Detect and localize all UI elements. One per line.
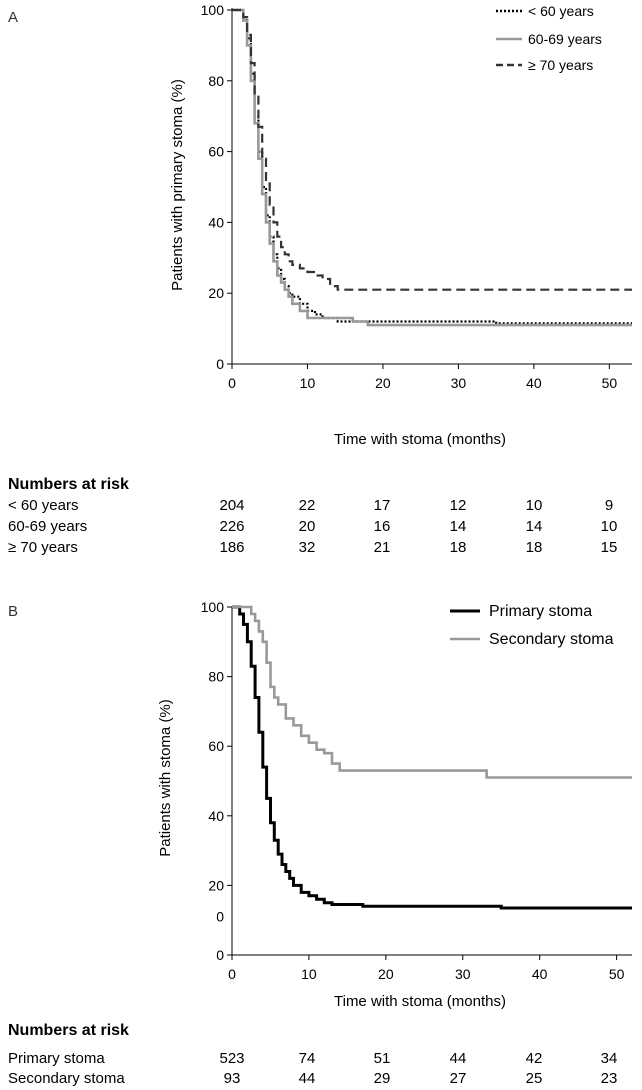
risk-table-b: Numbers at risk Primary stoma 523 74 51 44 42 3… — [8, 1022, 617, 1087]
y-tick-label: 80 — [208, 669, 224, 685]
panel-a: A 0 20 40 60 80 100 0 10 20 30 40 50 Time with stoma … — [8, 2, 632, 448]
series-line-2 — [232, 605, 632, 779]
x-axis-label: Time with stoma (months) — [334, 993, 506, 1010]
risk-value: 93 — [224, 1070, 241, 1087]
x-tick-label: 10 — [301, 966, 317, 982]
risk-row-label: ≥ 70 years — [8, 539, 78, 556]
y-axis-label: Patients with primary stoma (%) — [169, 79, 186, 291]
risk-value: 14 — [450, 518, 467, 535]
y-tick-label: 0 — [216, 356, 224, 372]
x-tick-label: 10 — [300, 375, 316, 391]
risk-value: 18 — [450, 539, 467, 556]
legend-label-2: Secondary stoma — [489, 631, 614, 648]
risk-row-label: < 60 years — [8, 497, 78, 514]
series-line-3 — [232, 8, 632, 291]
x-tick-label: 40 — [526, 375, 542, 391]
y-axis-label: Patients with stoma (%) — [157, 699, 174, 857]
x-tick-label: 30 — [451, 375, 467, 391]
risk-value: 15 — [601, 539, 618, 556]
legend-label-1: Primary stoma — [489, 603, 592, 620]
panel-label: B — [8, 603, 18, 620]
risk-value: 14 — [526, 518, 543, 535]
risk-value: 25 — [526, 1070, 543, 1087]
y-tick-label: 40 — [208, 808, 224, 824]
risk-table-title: Numbers at risk — [8, 1022, 129, 1039]
risk-value: 44 — [299, 1070, 316, 1087]
risk-value: 10 — [526, 497, 543, 514]
risk-table-a: Numbers at risk < 60 years 204 22 17 12 10 9 60-… — [8, 476, 617, 556]
risk-value: 204 — [219, 497, 244, 514]
x-tick-label: 50 — [609, 966, 625, 982]
x-tick-label: 0 — [228, 966, 236, 982]
y-tick-label: 60 — [208, 144, 224, 160]
risk-value: 21 — [374, 539, 391, 556]
risk-value: 29 — [374, 1070, 391, 1087]
series-line-1 — [232, 605, 632, 910]
y-tick-label: 80 — [208, 73, 224, 89]
x-tick-label: 20 — [375, 375, 391, 391]
y-tick-label: 40 — [208, 214, 224, 230]
legend-label-2: 60-69 years — [528, 31, 602, 47]
y-tick-label: 0 — [216, 947, 224, 963]
risk-value: 34 — [601, 1050, 618, 1067]
x-tick-label: 20 — [378, 966, 394, 982]
risk-value: 20 — [299, 518, 316, 535]
risk-value: 27 — [450, 1070, 467, 1087]
risk-value: 44 — [450, 1050, 467, 1067]
y-tick-label: 20 — [208, 877, 224, 893]
x-tick-label: 40 — [532, 966, 548, 982]
risk-table-title: Numbers at risk — [8, 476, 129, 493]
x-tick-label: 0 — [228, 375, 236, 391]
risk-value: 12 — [450, 497, 467, 514]
risk-value: 186 — [219, 539, 244, 556]
x-tick-label: 50 — [602, 375, 618, 391]
risk-value: 74 — [299, 1050, 316, 1067]
risk-value: 42 — [526, 1050, 543, 1067]
y-tick-label: 60 — [208, 738, 224, 754]
risk-row-label: 60-69 years — [8, 518, 87, 535]
risk-value: 23 — [601, 1070, 618, 1087]
risk-row-label: Primary stoma — [8, 1050, 105, 1067]
risk-value: 9 — [605, 497, 613, 514]
risk-value: 10 — [601, 518, 618, 535]
risk-value: 16 — [374, 518, 391, 535]
risk-value: 17 — [374, 497, 391, 514]
legend-label-1: < 60 years — [528, 3, 594, 19]
risk-value: 226 — [219, 518, 244, 535]
risk-value: 523 — [219, 1050, 244, 1067]
y-tick-label: 20 — [208, 285, 224, 301]
risk-value: 51 — [374, 1050, 391, 1067]
y-tick-label: 0 — [216, 909, 224, 925]
risk-value: 18 — [526, 539, 543, 556]
panel-label: A — [8, 9, 18, 26]
x-tick-label: 30 — [455, 966, 471, 982]
y-tick-label: 100 — [201, 599, 225, 615]
risk-value: 22 — [299, 497, 316, 514]
risk-value: 32 — [299, 539, 316, 556]
risk-row-label: Secondary stoma — [8, 1070, 125, 1087]
y-tick-label: 100 — [201, 2, 225, 18]
legend-label-3: ≥ 70 years — [528, 57, 593, 73]
x-axis-label: Time with stoma (months) — [334, 431, 506, 448]
series-line-2 — [232, 8, 632, 327]
